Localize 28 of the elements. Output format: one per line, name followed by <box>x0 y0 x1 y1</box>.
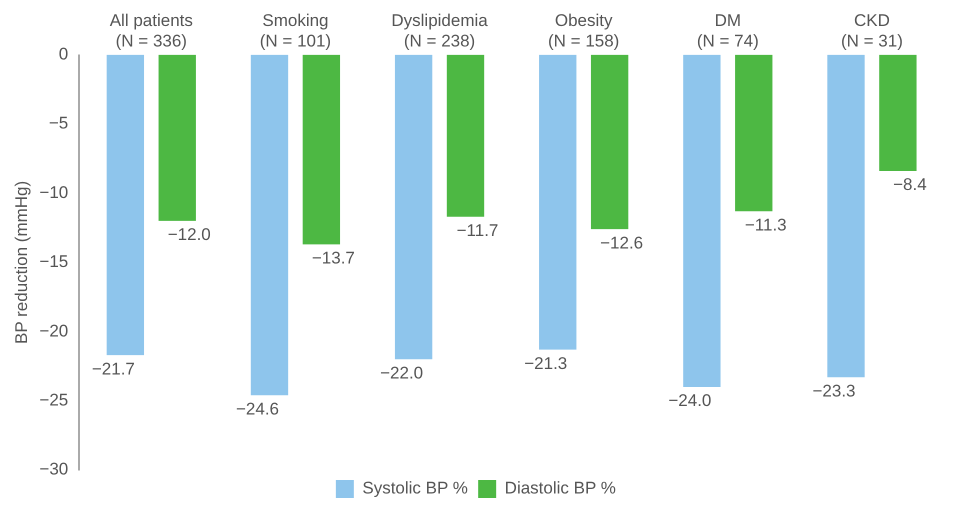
data-label: −12.0 <box>168 225 211 244</box>
x-tick-label: Obesity (N = 158) <box>548 10 620 50</box>
data-label: −11.7 <box>456 220 498 240</box>
x-tick-label: All patients (N = 336) <box>110 10 193 50</box>
y-axis-title: BP reduction (mmHg) <box>12 180 31 344</box>
data-label: −22.0 <box>380 363 424 382</box>
legend-label: Diastolic BP % <box>504 478 616 498</box>
y-tick-label: −20 <box>39 321 68 340</box>
data-label: −11.3 <box>744 215 787 234</box>
y-tick-label: −30 <box>39 460 68 479</box>
data-label: −24.6 <box>236 399 279 418</box>
data-label: −21.7 <box>92 359 135 378</box>
legend-label: Systolic BP % <box>362 478 468 498</box>
data-label: −21.3 <box>524 354 568 373</box>
y-tick-label: 0 <box>58 44 68 64</box>
x-tick-label: DM (N = 74) <box>696 10 759 50</box>
data-label: −23.3 <box>812 381 856 400</box>
data-label: −12.6 <box>600 233 644 252</box>
y-tick-label: −15 <box>39 252 68 272</box>
data-label: −24.0 <box>668 391 712 410</box>
x-tick-label: Smoking (N = 101) <box>260 10 332 50</box>
y-tick-label: −5 <box>48 114 68 133</box>
data-label: −13.7 <box>312 248 355 268</box>
x-tick-label: CKD (N = 31) <box>840 10 903 50</box>
y-tick-label: −25 <box>39 390 68 410</box>
data-label: −8.4 <box>893 175 927 194</box>
y-tick-label: −10 <box>39 182 68 202</box>
x-tick-label: Dyslipidemia (N = 238) <box>391 10 488 50</box>
